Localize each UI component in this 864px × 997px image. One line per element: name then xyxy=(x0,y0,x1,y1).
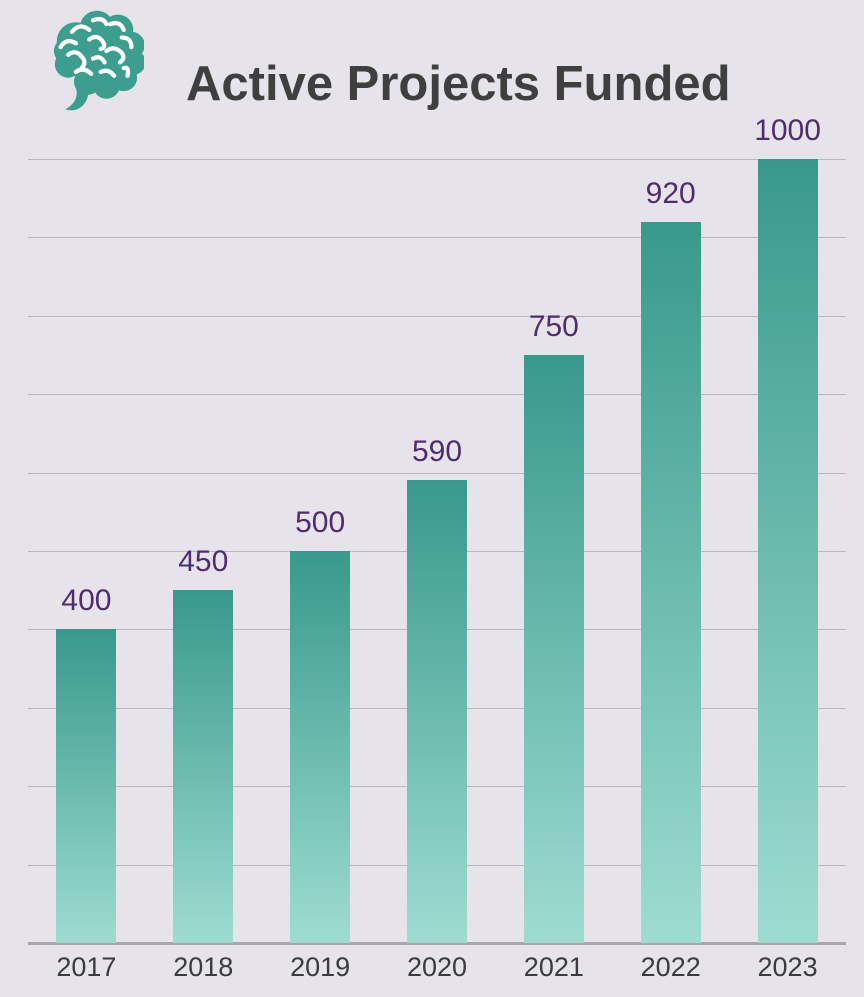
bar-2019 xyxy=(290,551,351,943)
bar-2021 xyxy=(523,355,584,943)
bar-2022 xyxy=(640,221,701,943)
x-axis-label-2021: 2021 xyxy=(523,952,584,982)
bar-value-label-2017: 400 xyxy=(61,584,112,618)
bar-2023 xyxy=(757,159,818,943)
bar-value-label-2020: 590 xyxy=(411,435,463,469)
gridline-700 xyxy=(28,394,846,396)
bar-2018 xyxy=(173,590,234,943)
bar-value-label-2023: 1000 xyxy=(754,114,821,147)
x-axis-label-2020: 2020 xyxy=(406,952,468,982)
gridline-800 xyxy=(28,315,846,317)
bar-2020 xyxy=(407,480,467,943)
bar-2017 xyxy=(56,629,117,943)
x-axis-label-2022: 2022 xyxy=(640,952,701,982)
x-axis-label-2018: 2018 xyxy=(173,952,234,982)
x-axis-line xyxy=(28,942,846,945)
x-axis-label-2019: 2019 xyxy=(290,952,351,982)
bar-value-label-2022: 920 xyxy=(645,176,696,210)
chart-title: Active Projects Funded xyxy=(186,56,731,111)
brain-icon xyxy=(46,5,144,115)
bar-value-label-2018: 450 xyxy=(178,545,229,579)
x-axis-label-2017: 2017 xyxy=(56,952,117,982)
bar-value-label-2021: 750 xyxy=(528,310,579,343)
x-axis-label-2023: 2023 xyxy=(757,952,818,982)
gridline-1000 xyxy=(28,159,846,160)
gridline-900 xyxy=(28,237,846,239)
gridline-600 xyxy=(28,472,846,474)
bar-value-label-2019: 500 xyxy=(295,506,346,539)
